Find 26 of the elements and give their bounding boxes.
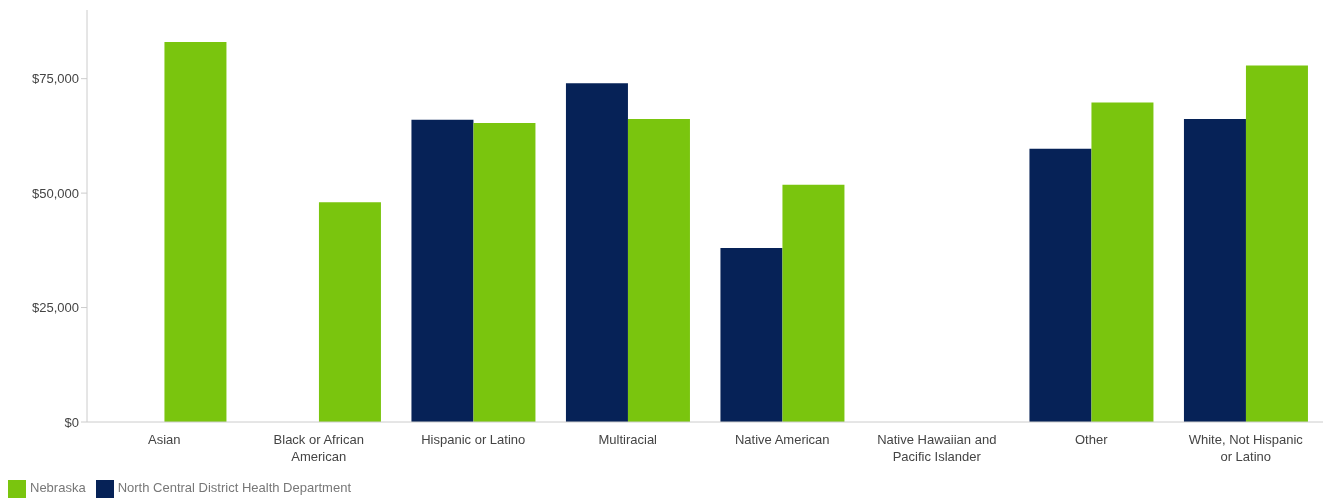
x-tick-label: Hispanic or Latino xyxy=(421,432,526,447)
legend-label: Nebraska xyxy=(30,480,86,496)
bar xyxy=(473,123,536,422)
x-tick-label: Black or African American xyxy=(273,432,364,464)
bar xyxy=(1029,148,1092,422)
bar xyxy=(627,118,690,422)
bar xyxy=(565,83,628,422)
x-tick-label: Asian xyxy=(147,432,181,447)
bar xyxy=(318,202,381,422)
bar xyxy=(1245,65,1308,422)
x-tick-label: Multiracial xyxy=(598,432,658,447)
bar xyxy=(782,184,845,422)
y-tick-label: $0 xyxy=(64,414,79,430)
x-tick-label: White, Not Hispanic or Latino xyxy=(1188,432,1304,464)
y-tick-label: $25,000 xyxy=(32,300,79,316)
bar xyxy=(1183,118,1246,422)
y-tick-label: $50,000 xyxy=(32,185,79,201)
y-tick-label: $75,000 xyxy=(32,71,79,87)
bar xyxy=(1091,102,1154,422)
x-tick-label: Native Hawaiian and Pacific Islander xyxy=(877,432,997,464)
x-tick-label: Other xyxy=(1074,432,1109,447)
legend-label: North Central District Health Department xyxy=(117,480,351,496)
bar xyxy=(720,248,783,422)
bar xyxy=(164,42,227,422)
x-tick-label: Native American xyxy=(734,432,830,447)
bar xyxy=(411,119,474,422)
